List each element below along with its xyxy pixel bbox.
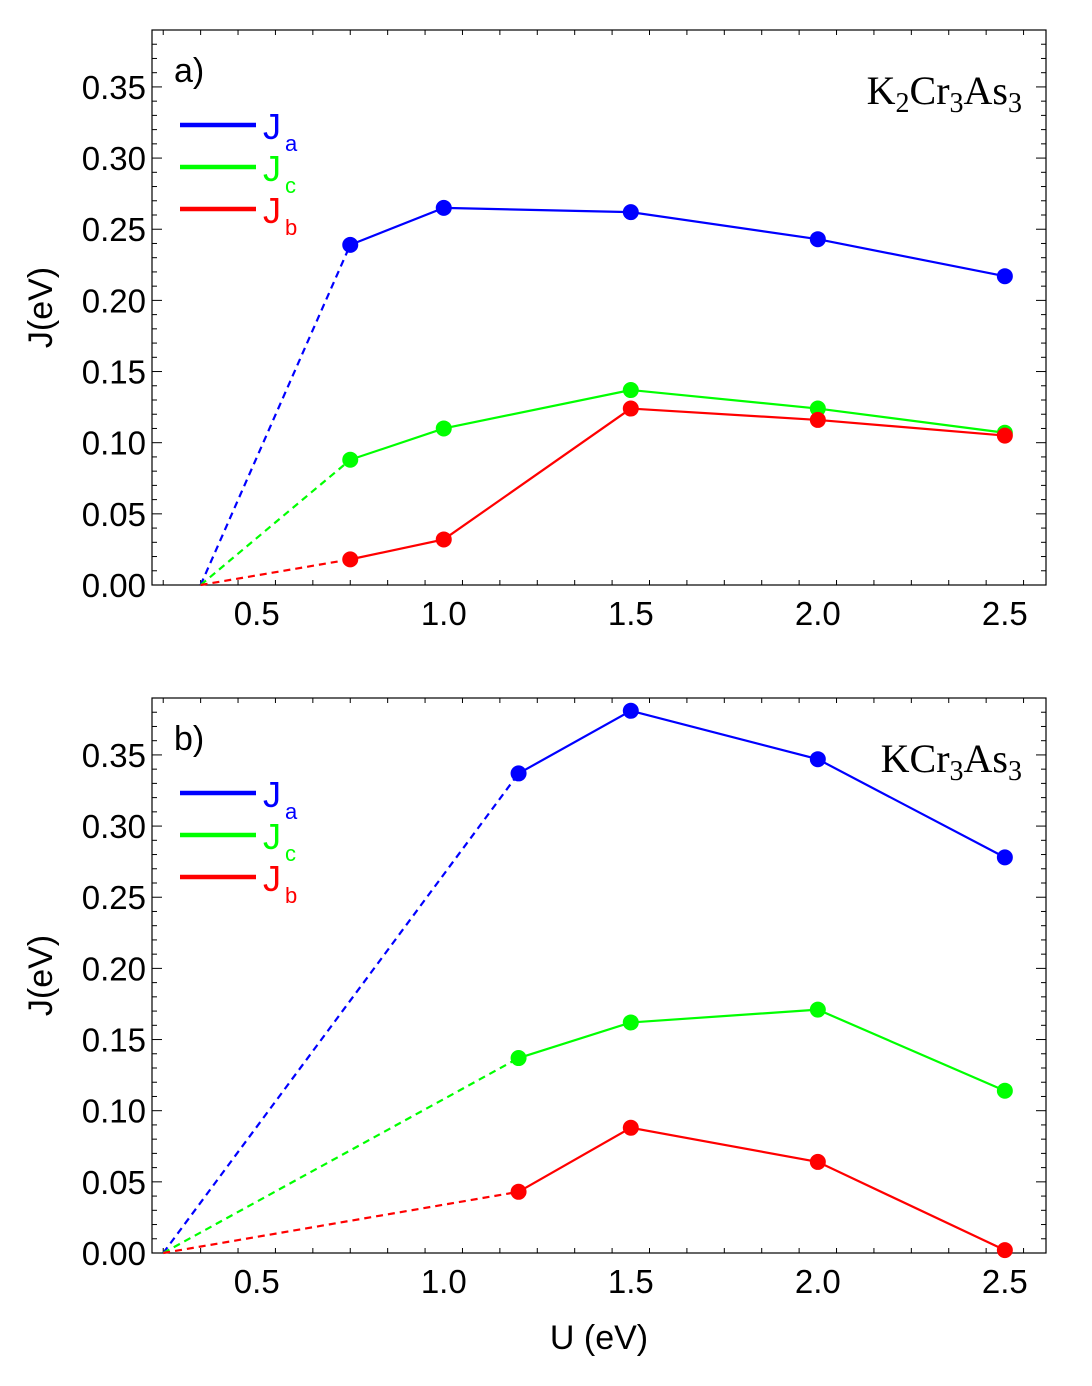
legend-label-b: J	[263, 858, 281, 899]
formula-subscript: 3	[1008, 756, 1022, 787]
y-tick-label: 0.30	[82, 140, 146, 177]
y-axis-title: J(eV)	[22, 935, 60, 1016]
data-point-c	[996, 1082, 1013, 1099]
formula-subscript: 3	[1008, 88, 1022, 119]
formula-text: KCr	[881, 736, 950, 781]
y-tick-label: 0.05	[82, 1164, 146, 1201]
legend-label-b: J	[263, 190, 281, 231]
panel-a: 0.5 1.0 1.5 2.0 2.5 0.00 0.05 0.10 0.15 0.20 0.25 0…	[22, 29, 1047, 632]
x-tick-label: 0.5	[234, 1263, 280, 1300]
y-tick-label: 0.25	[82, 211, 146, 248]
series-line-a	[349, 206, 1006, 278]
x-tick-label: 1.5	[608, 1263, 654, 1300]
series-line-b	[518, 1126, 1006, 1252]
data-point-a	[510, 765, 527, 782]
data-point-b	[622, 400, 639, 417]
data-point-a	[996, 849, 1013, 866]
x-axis-title: U (eV)	[550, 1319, 648, 1357]
y-tick-label: 0.25	[82, 879, 146, 916]
y-axis-title: J(eV)	[22, 267, 60, 348]
x-tick-label: 1.0	[421, 595, 467, 632]
data-point-a	[622, 702, 639, 719]
data-point-b	[342, 551, 359, 568]
x-tick-label: 2.5	[982, 595, 1028, 632]
data-point-a	[342, 236, 359, 253]
series-line-a	[518, 709, 1006, 859]
y-tick-label: 0.20	[82, 950, 146, 987]
legend-subscript-c: c	[285, 173, 296, 198]
data-point-c	[622, 1014, 639, 1031]
y-tick-label: 0.10	[82, 1093, 146, 1130]
extrapolation-line-a	[199, 244, 352, 586]
data-point-b	[510, 1183, 527, 1200]
extrapolation-line-b	[200, 558, 351, 587]
y-tick-label: 0.00	[82, 1235, 146, 1272]
data-point-a	[622, 204, 639, 221]
data-point-c	[435, 420, 452, 437]
y-tick-label: 0.10	[82, 425, 146, 462]
data-point-c	[809, 400, 826, 417]
y-tick-label: 0.15	[82, 354, 146, 391]
data-point-b	[622, 1119, 639, 1136]
x-tick-label: 1.5	[608, 595, 654, 632]
y-tick-label: 0.05	[82, 496, 146, 533]
data-point-b	[809, 411, 826, 428]
data-point-a	[996, 268, 1013, 285]
data-point-a	[809, 231, 826, 248]
compound-formula: K2Cr3As3	[867, 68, 1022, 119]
y-tick-label: 0.00	[82, 567, 146, 604]
data-point-a	[435, 199, 452, 216]
series-line-c	[518, 1008, 1006, 1092]
legend-label-c: J	[263, 148, 281, 189]
y-tick-label: 0.30	[82, 808, 146, 845]
data-point-b	[996, 1242, 1013, 1259]
data-point-b	[996, 427, 1013, 444]
x-tick-label: 2.0	[795, 1263, 841, 1300]
data-point-a	[809, 751, 826, 768]
panel-label: b)	[174, 720, 204, 758]
legend-label-c: J	[263, 816, 281, 857]
x-tick-label: 2.0	[795, 595, 841, 632]
formula-text: As	[964, 68, 1008, 113]
data-point-b	[809, 1153, 826, 1170]
data-point-b	[435, 531, 452, 548]
formula-subscript: 2	[896, 88, 910, 119]
extrapolation-line-a	[162, 772, 520, 1254]
extrapolation-line-c	[162, 1057, 520, 1254]
data-point-c	[809, 1001, 826, 1018]
formula-subscript: 3	[950, 756, 964, 787]
panel-b: 0.5 1.0 1.5 2.0 2.5 0.00 0.05 0.10 0.15 0.20 0.25 0…	[22, 697, 1047, 1357]
legend-subscript-b: b	[285, 215, 297, 240]
data-point-c	[622, 382, 639, 399]
y-tick-label: 0.35	[82, 69, 146, 106]
legend-label-a: J	[263, 106, 281, 147]
formula-text: Cr	[910, 68, 950, 113]
data-point-c	[510, 1050, 527, 1067]
formula-text: As	[964, 736, 1008, 781]
x-tick-label: 1.0	[421, 1263, 467, 1300]
formula-text: K	[867, 68, 896, 113]
formula-subscript: 3	[950, 88, 964, 119]
extrapolation-line-c	[199, 458, 351, 586]
y-tick-label: 0.15	[82, 1022, 146, 1059]
data-point-c	[342, 451, 359, 468]
legend-label-a: J	[263, 774, 281, 815]
x-tick-label: 0.5	[234, 595, 280, 632]
legend-subscript-c: c	[285, 841, 296, 866]
x-tick-label: 2.5	[982, 1263, 1028, 1300]
plot-frame	[151, 29, 1047, 586]
extrapolation-line-b	[163, 1190, 519, 1255]
legend-subscript-a: a	[285, 799, 298, 824]
panel-label: a)	[174, 52, 204, 90]
y-tick-label: 0.35	[82, 737, 146, 774]
legend-subscript-b: b	[285, 883, 297, 908]
y-tick-label: 0.20	[82, 282, 146, 319]
plot-frame	[151, 697, 1047, 1254]
legend-subscript-a: a	[285, 131, 298, 156]
compound-formula: KCr3As3	[881, 736, 1022, 787]
